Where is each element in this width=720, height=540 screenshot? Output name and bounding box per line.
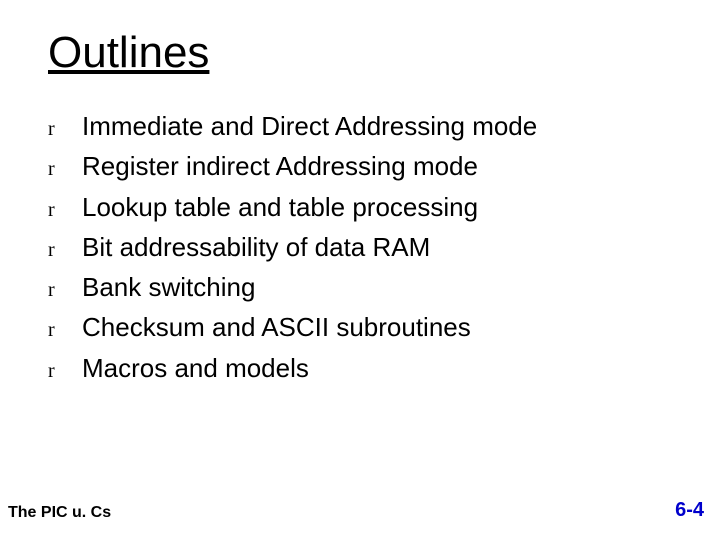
bullet-list: r Immediate and Direct Addressing mode r… [48, 106, 672, 388]
slide: Outlines r Immediate and Direct Addressi… [0, 0, 720, 540]
list-item: r Bank switching [48, 267, 672, 307]
bullet-marker: r [48, 356, 82, 387]
bullet-text: Bank switching [82, 267, 255, 307]
bullet-text: Immediate and Direct Addressing mode [82, 106, 537, 146]
bullet-marker: r [48, 235, 82, 266]
footer-right: 6-4 [675, 499, 704, 522]
list-item: r Macros and models [48, 348, 672, 388]
list-item: r Checksum and ASCII subroutines [48, 307, 672, 347]
list-item: r Lookup table and table processing [48, 187, 672, 227]
list-item: r Immediate and Direct Addressing mode [48, 106, 672, 146]
bullet-marker: r [48, 114, 82, 145]
list-item: r Register indirect Addressing mode [48, 146, 672, 186]
slide-title: Outlines [48, 28, 672, 78]
bullet-marker: r [48, 154, 82, 185]
bullet-text: Register indirect Addressing mode [82, 146, 478, 186]
bullet-text: Macros and models [82, 348, 309, 388]
bullet-marker: r [48, 195, 82, 226]
bullet-marker: r [48, 315, 82, 346]
list-item: r Bit addressability of data RAM [48, 227, 672, 267]
bullet-text: Lookup table and table processing [82, 187, 478, 227]
footer-left: The PIC u. Cs [8, 504, 111, 522]
bullet-text: Bit addressability of data RAM [82, 227, 430, 267]
bullet-text: Checksum and ASCII subroutines [82, 307, 471, 347]
bullet-marker: r [48, 275, 82, 306]
